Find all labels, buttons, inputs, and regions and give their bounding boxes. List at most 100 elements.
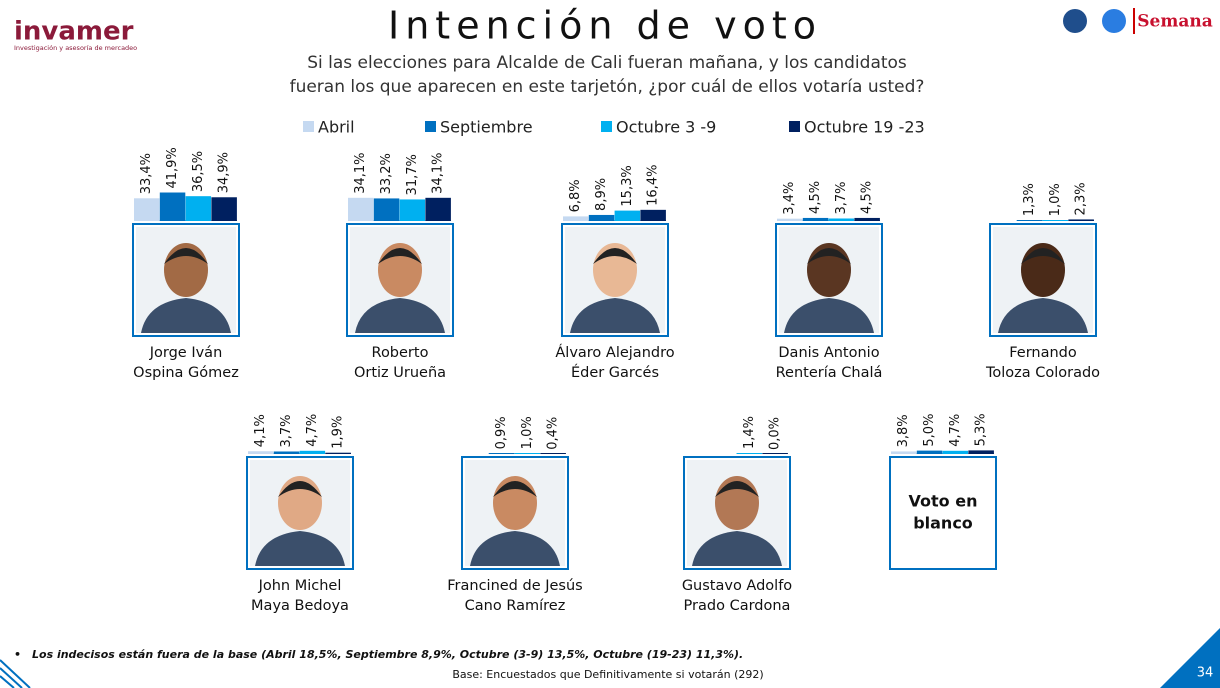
partner-logo [1102,9,1126,33]
photo-hair [715,481,759,497]
candidate-card [889,456,997,570]
candidate-name: Gustavo Adolfo [682,578,792,594]
value-label: 34,9% [217,152,232,193]
value-label: 8,9% [594,178,609,211]
candidate-name: Éder Garcés [571,364,659,381]
bar [588,214,615,221]
photo-hair [593,248,637,264]
candidate-name: Danis Antonio [778,345,879,361]
brand-logo: invamer [14,17,134,47]
legend-label: Abril [318,118,355,137]
bar [159,192,186,221]
legend-swatch [601,121,612,132]
value-label: 4,1% [253,414,268,447]
legend-swatch [425,121,436,132]
value-label: 1,9% [331,416,346,449]
candidate-name: Toloza Colorado [985,365,1100,381]
bar [777,218,803,221]
photo-hair [278,481,322,497]
candidate-name: John Michel [258,578,342,594]
value-label: 0,4% [546,417,561,450]
candidate-name: Prado Cardona [684,598,791,614]
photo-body [141,298,231,333]
value-label: 15,3% [620,165,635,206]
partner-logo [1063,9,1087,33]
value-label: 5,0% [922,414,937,447]
value-label: 34,1% [353,152,368,193]
legend-label: Septiembre [440,118,533,137]
value-label: 3,8% [896,414,911,447]
bar [248,451,274,454]
candidate-name: Maya Bedoya [251,598,349,614]
bar [563,216,589,221]
chart-title: Intención de voto [388,4,822,48]
value-label: 31,7% [405,154,420,195]
value-label: 16,4% [646,165,661,206]
candidate-name: Jorge Iván [149,345,223,361]
value-label: 0,0% [768,417,783,450]
value-label: 4,5% [860,181,875,214]
value-label: 3,7% [279,414,294,447]
bar [273,451,300,454]
legend-label: Octubre 3 -9 [616,118,716,137]
bar [425,197,451,221]
blank-vote-label: blanco [913,514,973,533]
candidate-name: Ospina Gómez [133,365,239,381]
candidate-name: Roberto [372,345,429,361]
partner-logo: Semana [1137,12,1212,32]
photo-hair [493,481,537,497]
bar [942,450,969,454]
legend-label: Octubre 19 -23 [804,118,925,137]
question: Si las elecciones para Alcalde de Cali f… [307,53,907,73]
base-note: Base: Encuestados que Definitivamente si… [452,668,763,681]
value-label: 3,7% [834,181,849,214]
value-label: 5,3% [974,413,989,446]
photo-hair [164,248,208,264]
candidate-name: Ortiz Urueña [354,365,446,381]
value-label: 1,3% [1022,183,1037,216]
bar [854,217,880,221]
bar [640,209,666,221]
value-label: 4,7% [948,414,963,447]
legend-swatch [789,121,800,132]
value-label: 33,2% [379,153,394,194]
page-number: 34 [1197,666,1214,681]
value-label: 33,4% [139,153,154,194]
bar [185,196,212,221]
bar [891,451,917,454]
value-label: 1,4% [742,416,757,449]
value-label: 4,7% [305,414,320,447]
candidate-name: Rentería Chalá [776,365,883,381]
photo-body [255,531,345,566]
bar [614,210,641,221]
photo-body [692,531,782,566]
bar [916,450,943,454]
photo-hair [807,248,851,264]
photo-body [355,298,445,333]
blank-vote-label: Voto en [909,492,978,511]
bar [134,198,160,221]
value-label: 2,3% [1074,182,1089,215]
value-label: 34,1% [431,152,446,193]
candidate-name: Francined de Jesús [447,578,582,594]
candidate-name: Álvaro Alejandro [555,344,674,361]
photo-hair [378,248,422,264]
question: fueran los que aparecen en este tarjetón… [290,77,925,97]
candidate-name: Cano Ramírez [465,598,566,614]
value-label: 6,8% [568,179,583,212]
photo-body [998,298,1088,333]
bar [348,197,374,221]
bullet: • [14,648,21,661]
bar [399,199,426,221]
photo-hair [1021,248,1065,264]
photo-body [470,531,560,566]
footnote: Los indecisos están fuera de la base (Ab… [32,648,743,661]
bar [299,450,326,454]
bar [373,198,400,221]
value-label: 4,5% [808,181,823,214]
photo-body [570,298,660,333]
candidate-name: Fernando [1009,345,1077,361]
value-label: 1,0% [1048,183,1063,216]
bar [211,197,237,221]
